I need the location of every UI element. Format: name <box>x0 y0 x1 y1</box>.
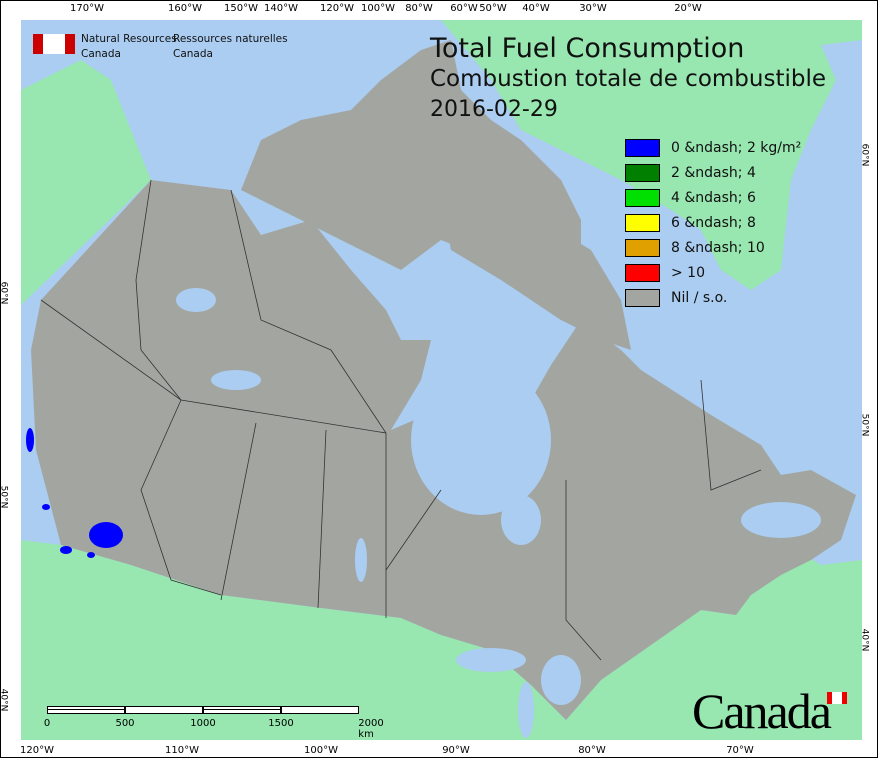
legend-item: 2 &ndash; 4 <box>625 160 801 185</box>
latitude-label: 60°N <box>859 143 870 167</box>
longitude-label: 110°W <box>165 745 199 756</box>
legend-swatch <box>625 238 660 257</box>
title-en: Total Fuel Consumption <box>430 33 745 64</box>
lake-michigan <box>518 682 534 738</box>
longitude-label: 80°W <box>578 745 606 756</box>
wordmark-text: Canada <box>692 683 832 739</box>
fire-cluster <box>26 428 34 452</box>
agency-fr-1: Ressources naturelles <box>173 33 288 45</box>
fire-pixels <box>26 428 123 558</box>
longitude-label: 70°W <box>726 745 754 756</box>
legend-label: 2 &ndash; 4 <box>671 164 756 181</box>
legend-label: 6 &ndash; 8 <box>671 214 756 231</box>
longitude-label: 160°W <box>168 3 202 14</box>
longitude-label: 120°W <box>20 745 54 756</box>
longitude-label: 80°W <box>405 3 433 14</box>
latitude-label: 50°N <box>0 485 9 509</box>
legend-item: > 10 <box>625 260 801 285</box>
legend-swatch <box>625 188 660 207</box>
lake-huron <box>541 655 581 705</box>
agency-fr-2: Canada <box>173 48 213 60</box>
longitude-label: 60°W <box>450 3 478 14</box>
fire-cluster <box>42 504 50 510</box>
longitude-label: 50°W <box>479 3 507 14</box>
legend-label: 0 &ndash; 2 kg/m² <box>671 139 802 156</box>
great-slave-lake <box>211 370 261 390</box>
longitude-label: 40°W <box>522 3 550 14</box>
lake-superior <box>456 648 526 672</box>
canada-flag-icon <box>33 34 75 54</box>
latitude-label: 60°N <box>0 281 9 305</box>
legend-item: 0 &ndash; 2 kg/m² <box>625 135 801 160</box>
legend-label: Nil / s.o. <box>671 289 728 306</box>
legend-label: > 10 <box>671 264 705 281</box>
legend-swatch <box>625 213 660 232</box>
title-fr: Combustion totale de combustible <box>430 66 827 92</box>
scale-label: 500 <box>115 718 135 729</box>
united-states <box>21 540 862 740</box>
legend-swatch <box>625 288 660 307</box>
longitude-label: 90°W <box>442 745 470 756</box>
legend-swatch <box>625 163 660 182</box>
legend-swatch <box>625 263 660 282</box>
map-date: 2016-02-29 <box>430 97 558 122</box>
latitude-label: 40°N <box>0 688 9 712</box>
james-bay <box>501 495 541 545</box>
lake-winnipeg <box>355 538 367 582</box>
fire-cluster <box>87 552 95 558</box>
wordmark-flag-icon <box>827 692 847 704</box>
latitude-label: 40°N <box>859 628 870 652</box>
scale-segment <box>203 706 281 714</box>
longitude-label: 100°W <box>304 745 338 756</box>
legend-label: 8 &ndash; 10 <box>671 239 765 256</box>
agency-en-1: Natural Resources <box>81 33 177 45</box>
longitude-label: 140°W <box>264 3 298 14</box>
latitude-label: 50°N <box>859 413 870 437</box>
legend: 0 &ndash; 2 kg/m² 2 &ndash; 4 4 &ndash; 6 6… <box>625 135 801 310</box>
hudson-bay <box>411 365 551 515</box>
alaska <box>21 60 151 305</box>
scale-segment <box>47 706 125 714</box>
longitude-label: 150°W <box>224 3 258 14</box>
longitude-label: 170°W <box>70 3 104 14</box>
legend-item: 4 &ndash; 6 <box>625 185 801 210</box>
legend-swatch <box>625 138 660 157</box>
legend-label: 4 &ndash; 6 <box>671 189 756 206</box>
fire-cluster <box>60 546 72 554</box>
scale-label: 0 <box>43 718 51 729</box>
scale-segment <box>281 706 359 714</box>
baffin-island <box>441 190 631 350</box>
legend-item: Nil / s.o. <box>625 285 801 310</box>
canada-wordmark: Canada <box>692 682 847 740</box>
legend-item: 8 &ndash; 10 <box>625 235 801 260</box>
legend-item: 6 &ndash; 8 <box>625 210 801 235</box>
fire-cluster <box>89 522 123 548</box>
agency-en-2: Canada <box>81 48 121 60</box>
longitude-label: 20°W <box>674 3 702 14</box>
map-canvas <box>21 20 862 740</box>
longitude-label: 30°W <box>579 3 607 14</box>
province-borders <box>40 179 762 661</box>
scale-label: 1500 <box>268 718 294 729</box>
longitude-label: 100°W <box>361 3 395 14</box>
scale-segment <box>125 706 203 714</box>
scale-label: 2000 km <box>358 718 384 740</box>
great-bear-lake <box>176 288 216 312</box>
scale-label: 1000 <box>190 718 216 729</box>
gulf-st-lawrence <box>741 502 821 538</box>
longitude-label: 120°W <box>320 3 354 14</box>
